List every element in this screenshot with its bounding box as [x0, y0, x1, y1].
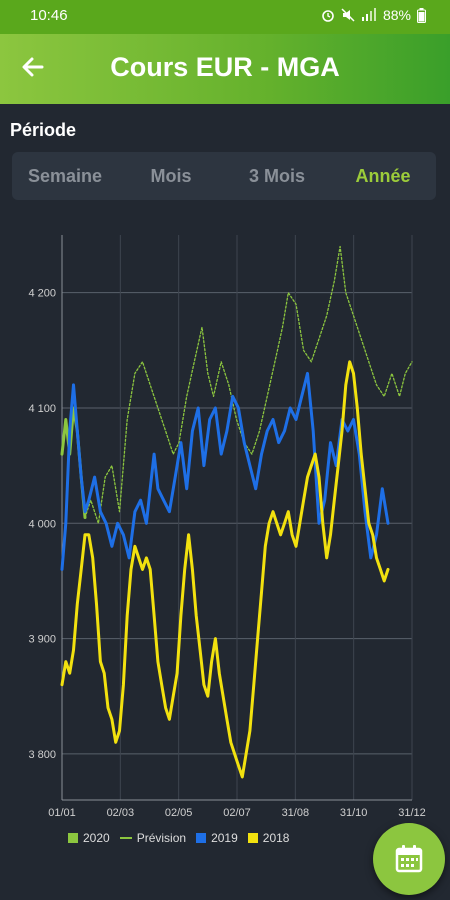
y-tick-label: 4 000: [28, 518, 56, 530]
series-line-2018: [60, 360, 390, 779]
legend-item-2019: 2019: [196, 831, 238, 845]
x-tick-label: 02/03: [107, 807, 135, 819]
x-tick-label: 31/08: [282, 807, 310, 819]
x-tick-label: 31/10: [340, 807, 368, 819]
mute-icon: [341, 8, 355, 22]
battery-level: 88%: [382, 7, 411, 23]
tab-mois[interactable]: Mois: [150, 165, 192, 186]
period-tabs: Semaine Mois 3 Mois Année: [12, 152, 436, 200]
x-tick-label: 01/01: [48, 807, 76, 819]
y-tick-label: 3 800: [28, 749, 56, 761]
series-line-2019: [60, 371, 390, 571]
signal-icon: [361, 8, 376, 21]
period-label: Période: [10, 120, 77, 140]
legend-item-2020: 2020: [68, 831, 110, 845]
legend-item-2018: 2018: [247, 831, 289, 845]
tab-semaine[interactable]: Semaine: [27, 165, 103, 186]
series-line-pr-vision: [84, 245, 413, 524]
app-bar: Cours EUR - MGA: [0, 34, 450, 104]
page-title: Cours EUR - MGA: [110, 52, 340, 82]
x-tick-label: 31/12: [398, 807, 426, 819]
chart-legend: 2020 Prévision 2019 2018: [68, 831, 289, 845]
status-bar: 10:46 88%: [0, 0, 450, 34]
x-tick-label: 02/05: [165, 807, 193, 819]
calendar-button[interactable]: [373, 823, 445, 895]
battery-icon: [417, 7, 426, 23]
tab-3-mois[interactable]: 3 Mois: [248, 165, 305, 186]
y-tick-label: 4 100: [28, 403, 56, 415]
y-tick-label: 3 900: [28, 634, 56, 646]
status-icons: 88%: [321, 7, 426, 23]
legend-item-prevision: Prévision: [119, 831, 186, 845]
y-tick-label: 4 200: [28, 288, 56, 300]
x-tick-label: 02/07: [223, 807, 251, 819]
exchange-rate-chart: 3 800 3 900 4 000 4 100 4 200 01/01 02/03 02/05…: [28, 235, 426, 819]
status-time: 10:46: [30, 7, 68, 24]
calendar-icon: [395, 845, 423, 873]
alarm-icon: [322, 10, 334, 22]
arrow-back-icon[interactable]: [18, 52, 48, 82]
tab-annee[interactable]: Année: [355, 165, 411, 186]
